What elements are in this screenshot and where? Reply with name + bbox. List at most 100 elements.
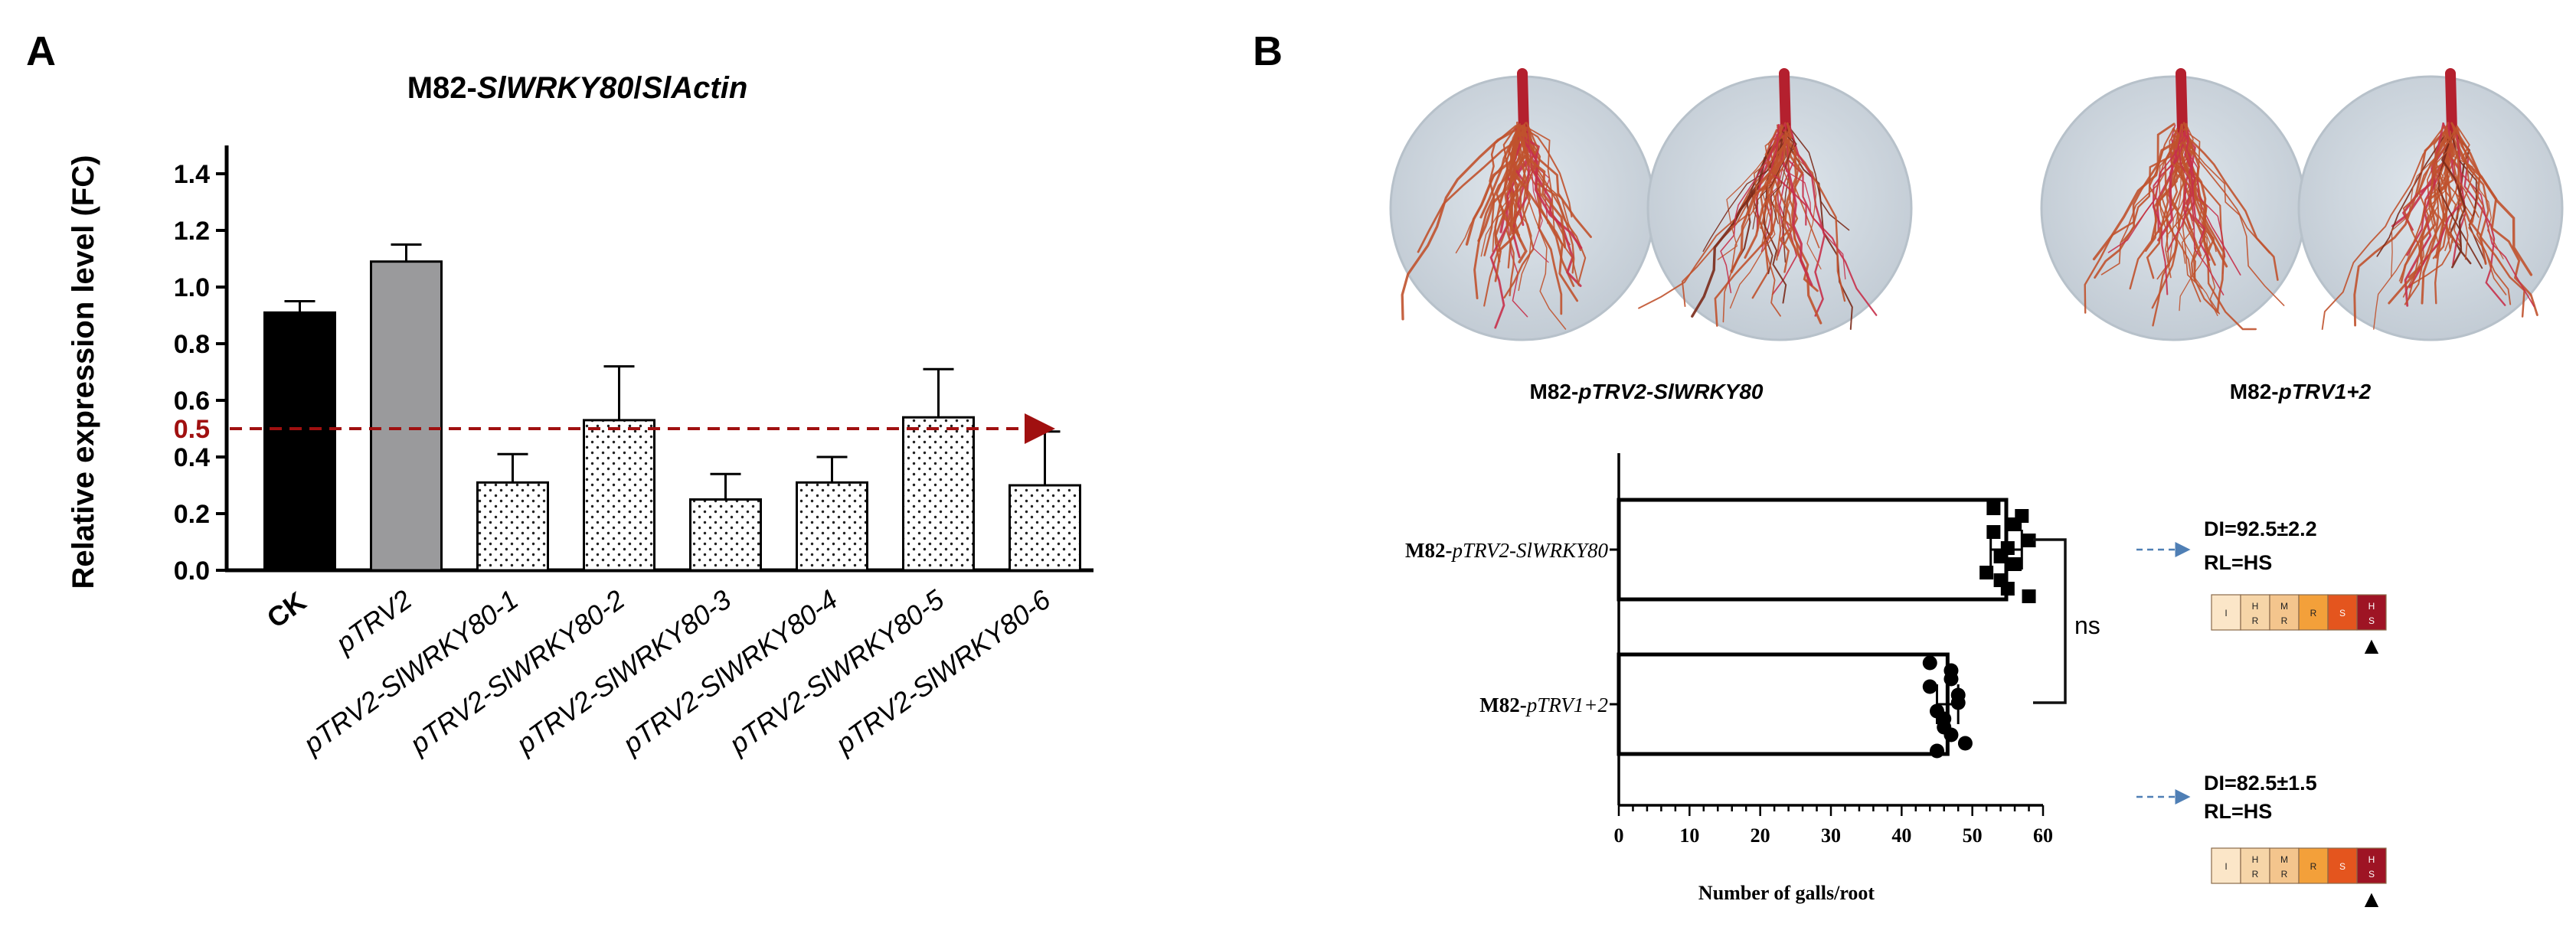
bar-8 (1008, 484, 1081, 572)
scale-cell-label: H (2368, 854, 2375, 865)
bar-2 (370, 260, 443, 572)
bar-6 (796, 481, 868, 572)
root-strand (1780, 133, 1822, 325)
scale-cell-label: S (2339, 861, 2346, 872)
root-strand (2169, 135, 2219, 314)
data-point (1930, 743, 1944, 759)
root-strand (1714, 135, 1786, 327)
root-strand (2175, 130, 2218, 316)
bar-1 (263, 311, 336, 572)
root-strand (2451, 122, 2525, 318)
root-strand (2388, 132, 2456, 305)
root-system (1401, 68, 1878, 330)
stem (2445, 68, 2457, 135)
scale-cell-label: R (2281, 869, 2288, 880)
root-strand (1788, 133, 1822, 269)
y-tick-label: 1.0 (174, 273, 210, 302)
root-strand (2182, 122, 2225, 312)
root-strand (1517, 123, 1573, 218)
scale-cell-label: M (2280, 601, 2288, 612)
root-strand (2321, 125, 2445, 330)
scale-marker-icon: ▲ (2365, 888, 2379, 909)
root-strand (2148, 126, 2202, 302)
x-tick-label: 40 (1891, 824, 1911, 847)
root-strand (2444, 130, 2487, 265)
root-strand (2408, 127, 2457, 299)
root-strand (2170, 132, 2257, 331)
root-strand (2452, 134, 2466, 266)
root-strand (1521, 136, 1583, 250)
root-strand (1513, 122, 1539, 243)
scale-cell-label: H (2252, 601, 2259, 612)
y-tick-label: 0.4 (174, 443, 210, 472)
data-point (1943, 727, 1959, 743)
root-strand (1526, 132, 1575, 274)
x-tick-label: 20 (1751, 824, 1770, 847)
scale-cell-label: R (2281, 615, 2288, 626)
root-strand (1752, 126, 1787, 230)
bar-2 (1617, 652, 1950, 756)
root-strand (2084, 136, 2189, 314)
scale-cell (2356, 594, 2387, 631)
x-tick-label: 60 (2033, 824, 2053, 847)
root-strand (2449, 132, 2472, 265)
root-strand (1730, 130, 1791, 229)
y-tick-label: 1.4 (174, 160, 210, 189)
x-tick-label-2: pTRV2 (329, 583, 417, 659)
root-strand (2421, 135, 2449, 305)
root-strand (2450, 122, 2538, 316)
scale-cell (2269, 594, 2300, 631)
root-strand (1782, 126, 1797, 263)
root-strand (2450, 132, 2469, 260)
bar-1 (1617, 498, 2009, 602)
bar-7 (902, 416, 975, 572)
root-strand (1473, 125, 1527, 300)
data-point (1993, 573, 2008, 587)
data-point (2008, 557, 2022, 571)
root-strand (2451, 135, 2487, 264)
root-strand (1638, 128, 1791, 309)
data-point (1937, 711, 1952, 726)
root-strand (1744, 122, 1793, 259)
y-tick-label: 0.2 (174, 500, 210, 529)
root-strand (1528, 128, 1580, 286)
root-strand (1515, 126, 1587, 286)
scale-marker-icon: ▲ (2365, 635, 2379, 656)
root-strand (2175, 132, 2202, 257)
disease-index-text: DI=82.5±1.5 (2204, 772, 2317, 795)
root-strand (2152, 135, 2188, 295)
chart-a-title: M82-SlWRKY80/SlActin (407, 71, 748, 105)
root-strand (2440, 132, 2466, 269)
scale-cell-label: I (2225, 608, 2227, 619)
resistance-level-text: RL=HS (2204, 800, 2272, 823)
data-point (1922, 655, 1937, 671)
disease-index-text: DI=92.5±2.2 (2204, 517, 2317, 540)
scale-cell (2211, 594, 2241, 631)
photo-caption-pTRV1+2: M82-pTRV1+2 (2230, 380, 2372, 403)
panel-b-letter: B (1253, 28, 1283, 74)
root-photo-pTRV2-SlWRKY80 (1389, 68, 1913, 341)
root-strand (2442, 122, 2480, 218)
scale-cell-label: M (2280, 854, 2288, 865)
scale-cell-label: H (2252, 854, 2259, 865)
y-tick-label: 0.8 (174, 330, 210, 359)
root-strand (1483, 125, 1517, 256)
data-point (1950, 695, 1966, 710)
resistance-level-text: RL=HS (2204, 551, 2272, 574)
scale-cell (2240, 594, 2270, 631)
scale-cell-label: R (2310, 861, 2317, 872)
scale-cell-label: S (2368, 615, 2375, 626)
threshold-label: 0.5 (174, 415, 210, 444)
significance-label: ns (2074, 612, 2100, 639)
root-strand (1417, 135, 1524, 253)
y-tick-label: 0.0 (174, 556, 210, 586)
photo-caption-pTRV2-SlWRKY80: M82-pTRV2-SlWRKY80 (1530, 380, 1764, 403)
bar-5 (689, 498, 762, 572)
root-strand (1790, 131, 1826, 317)
scale-cell-label: S (2368, 869, 2375, 880)
root-strand (2185, 134, 2279, 281)
root-strand (2353, 130, 2447, 327)
stem (1517, 68, 1529, 135)
